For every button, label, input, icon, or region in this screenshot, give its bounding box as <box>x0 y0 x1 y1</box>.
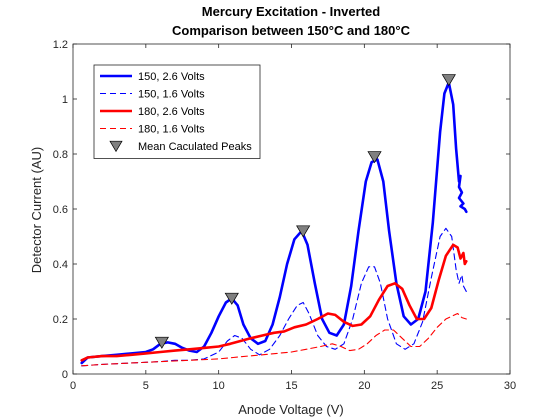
series-mean-caculated-peaks-marker <box>154 336 169 349</box>
x-tick-label: 5 <box>143 380 149 392</box>
x-axis-label: Anode Voltage (V) <box>238 402 344 417</box>
series-150-2-6-volts-line <box>80 81 468 365</box>
series-mean-caculated-peaks-marker <box>296 225 311 238</box>
y-axis-label: Detector Current (AU) <box>29 147 44 273</box>
legend-label: 150, 1.6 Volts <box>138 89 205 101</box>
y-tick-label: 0.4 <box>53 259 68 271</box>
series-150-1-6-volts-line <box>81 227 467 367</box>
series-mean-caculated-peaks-marker <box>441 74 456 87</box>
x-tick-label: 0 <box>70 380 76 392</box>
x-tick-label: 15 <box>285 380 297 392</box>
legend-label: 180, 2.6 Volts <box>138 106 205 118</box>
series-180-2-6-volts-line <box>80 243 468 362</box>
x-tick-label: 20 <box>358 380 370 392</box>
chart-title-line-1: Mercury Excitation - Inverted <box>202 4 380 19</box>
series-180-1-6-volts-line <box>81 312 467 367</box>
series-mean-caculated-peaks-marker <box>367 151 382 164</box>
x-tick-label: 30 <box>504 380 516 392</box>
chart-title-line-2: Comparison between 150°C and 180°C <box>172 23 411 38</box>
legend-label: Mean Caculated Peaks <box>138 141 252 153</box>
legend-marker <box>109 140 123 153</box>
series-mean-caculated-peaks-marker <box>224 292 239 305</box>
legend-label: 180, 1.6 Volts <box>138 124 205 136</box>
y-tick-label: 1 <box>62 94 68 106</box>
y-tick-label: 1.2 <box>53 39 68 51</box>
y-tick-label: 0.8 <box>53 149 68 161</box>
y-tick-label: 0.6 <box>53 204 68 216</box>
x-tick-label: 10 <box>213 380 225 392</box>
y-tick-label: 0.2 <box>53 314 68 326</box>
legend-label: 150, 2.6 Volts <box>138 71 205 83</box>
y-tick-label: 0 <box>62 369 68 381</box>
x-tick-label: 25 <box>431 380 443 392</box>
